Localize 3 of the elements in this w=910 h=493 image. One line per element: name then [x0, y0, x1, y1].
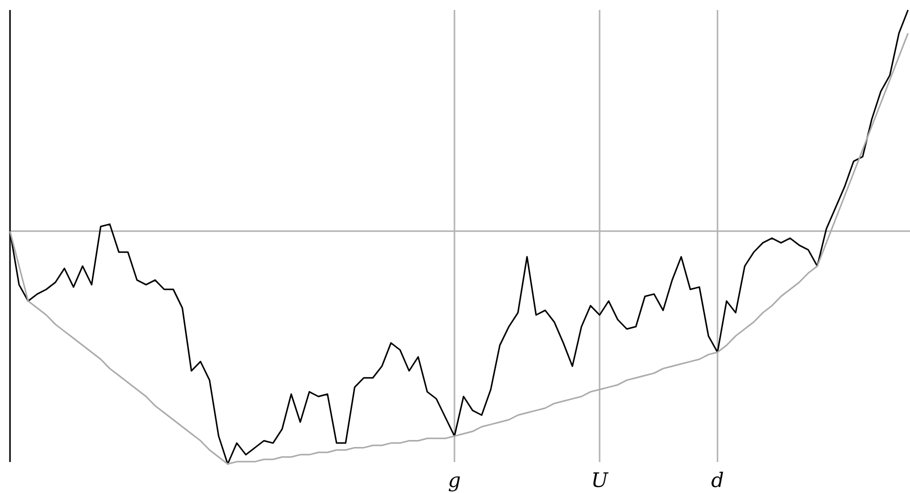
x-tick-label: U	[591, 468, 610, 492]
x-tick-label: g	[448, 468, 461, 492]
x-tick-label: d	[711, 468, 724, 492]
